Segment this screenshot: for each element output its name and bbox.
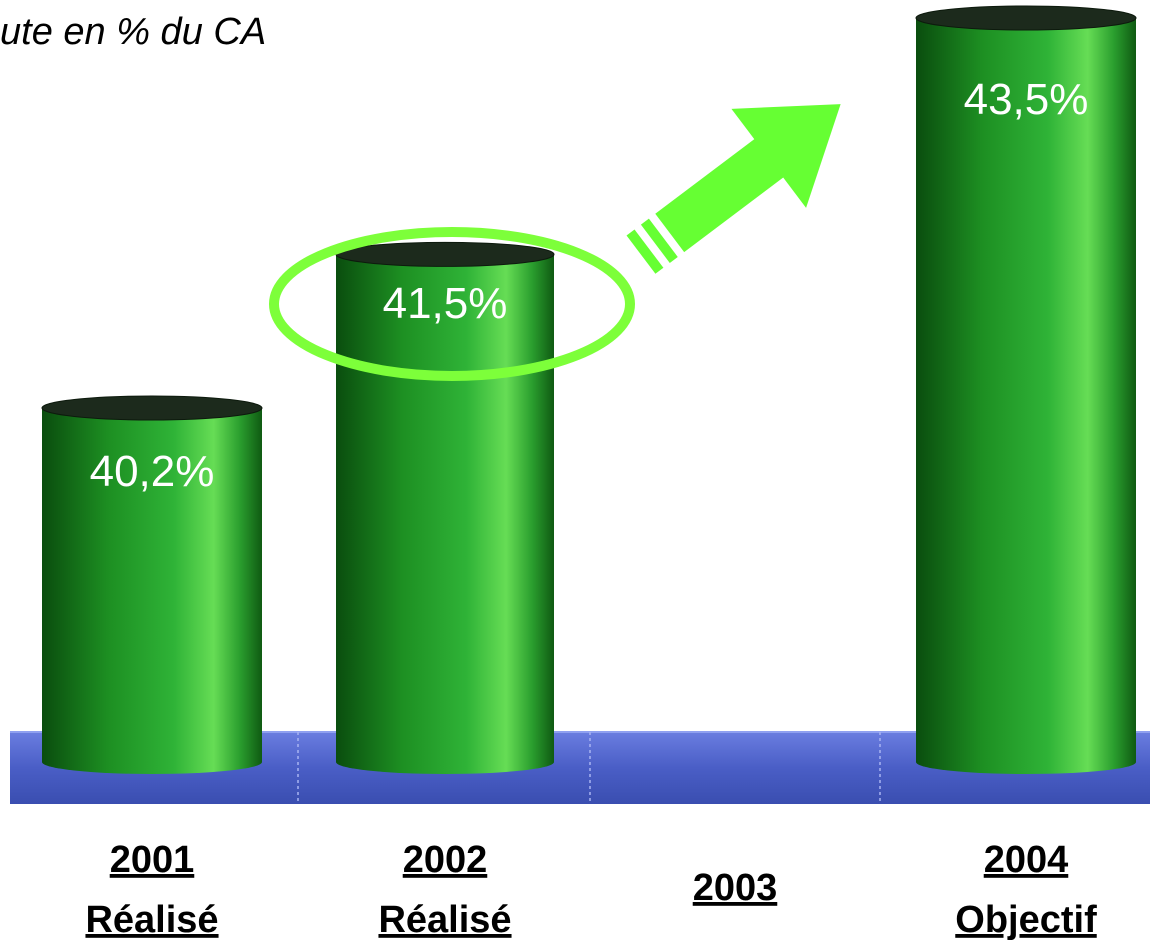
bar-top-cap	[915, 5, 1137, 31]
arrow-stripe	[640, 218, 678, 263]
category-year-label: 2003	[693, 867, 778, 909]
bar-base	[336, 750, 554, 774]
arrow-head	[731, 104, 841, 208]
arrow-stripe	[626, 229, 664, 274]
bar-2002	[335, 241, 555, 774]
bar-2004	[915, 5, 1137, 774]
highlight-ellipse	[269, 227, 635, 381]
category-year-label: 2002	[403, 839, 488, 881]
category-status-label: Objectif	[955, 899, 1097, 941]
bars-group: 40,2% 41,5% 43,5%	[41, 5, 1137, 774]
value-label: 41,5%	[383, 279, 508, 328]
bar-base	[916, 750, 1136, 774]
arrow-shaft	[655, 136, 787, 253]
bar-body	[42, 408, 262, 762]
category-year-label: 2004	[984, 839, 1069, 881]
category-year-label: 2001	[110, 839, 195, 881]
bar-base	[42, 750, 262, 774]
bar-top-cap	[41, 395, 263, 421]
bar-body	[336, 254, 554, 762]
trend-arrow	[626, 104, 841, 274]
category-status-label: Réalisé	[378, 899, 511, 941]
bar-body	[916, 18, 1136, 762]
chart-title: ute en % du CA	[0, 11, 266, 53]
category-status-label: Réalisé	[85, 899, 218, 941]
value-label: 40,2%	[90, 447, 215, 496]
bar-top-cap	[335, 241, 555, 267]
overlays-group	[269, 104, 841, 381]
value-label: 43,5%	[964, 75, 1089, 124]
category-labels-group: 2001 Réalisé 2002 Réalisé 2003 2004 Objectif	[85, 839, 1097, 941]
bar-2001	[41, 395, 263, 774]
